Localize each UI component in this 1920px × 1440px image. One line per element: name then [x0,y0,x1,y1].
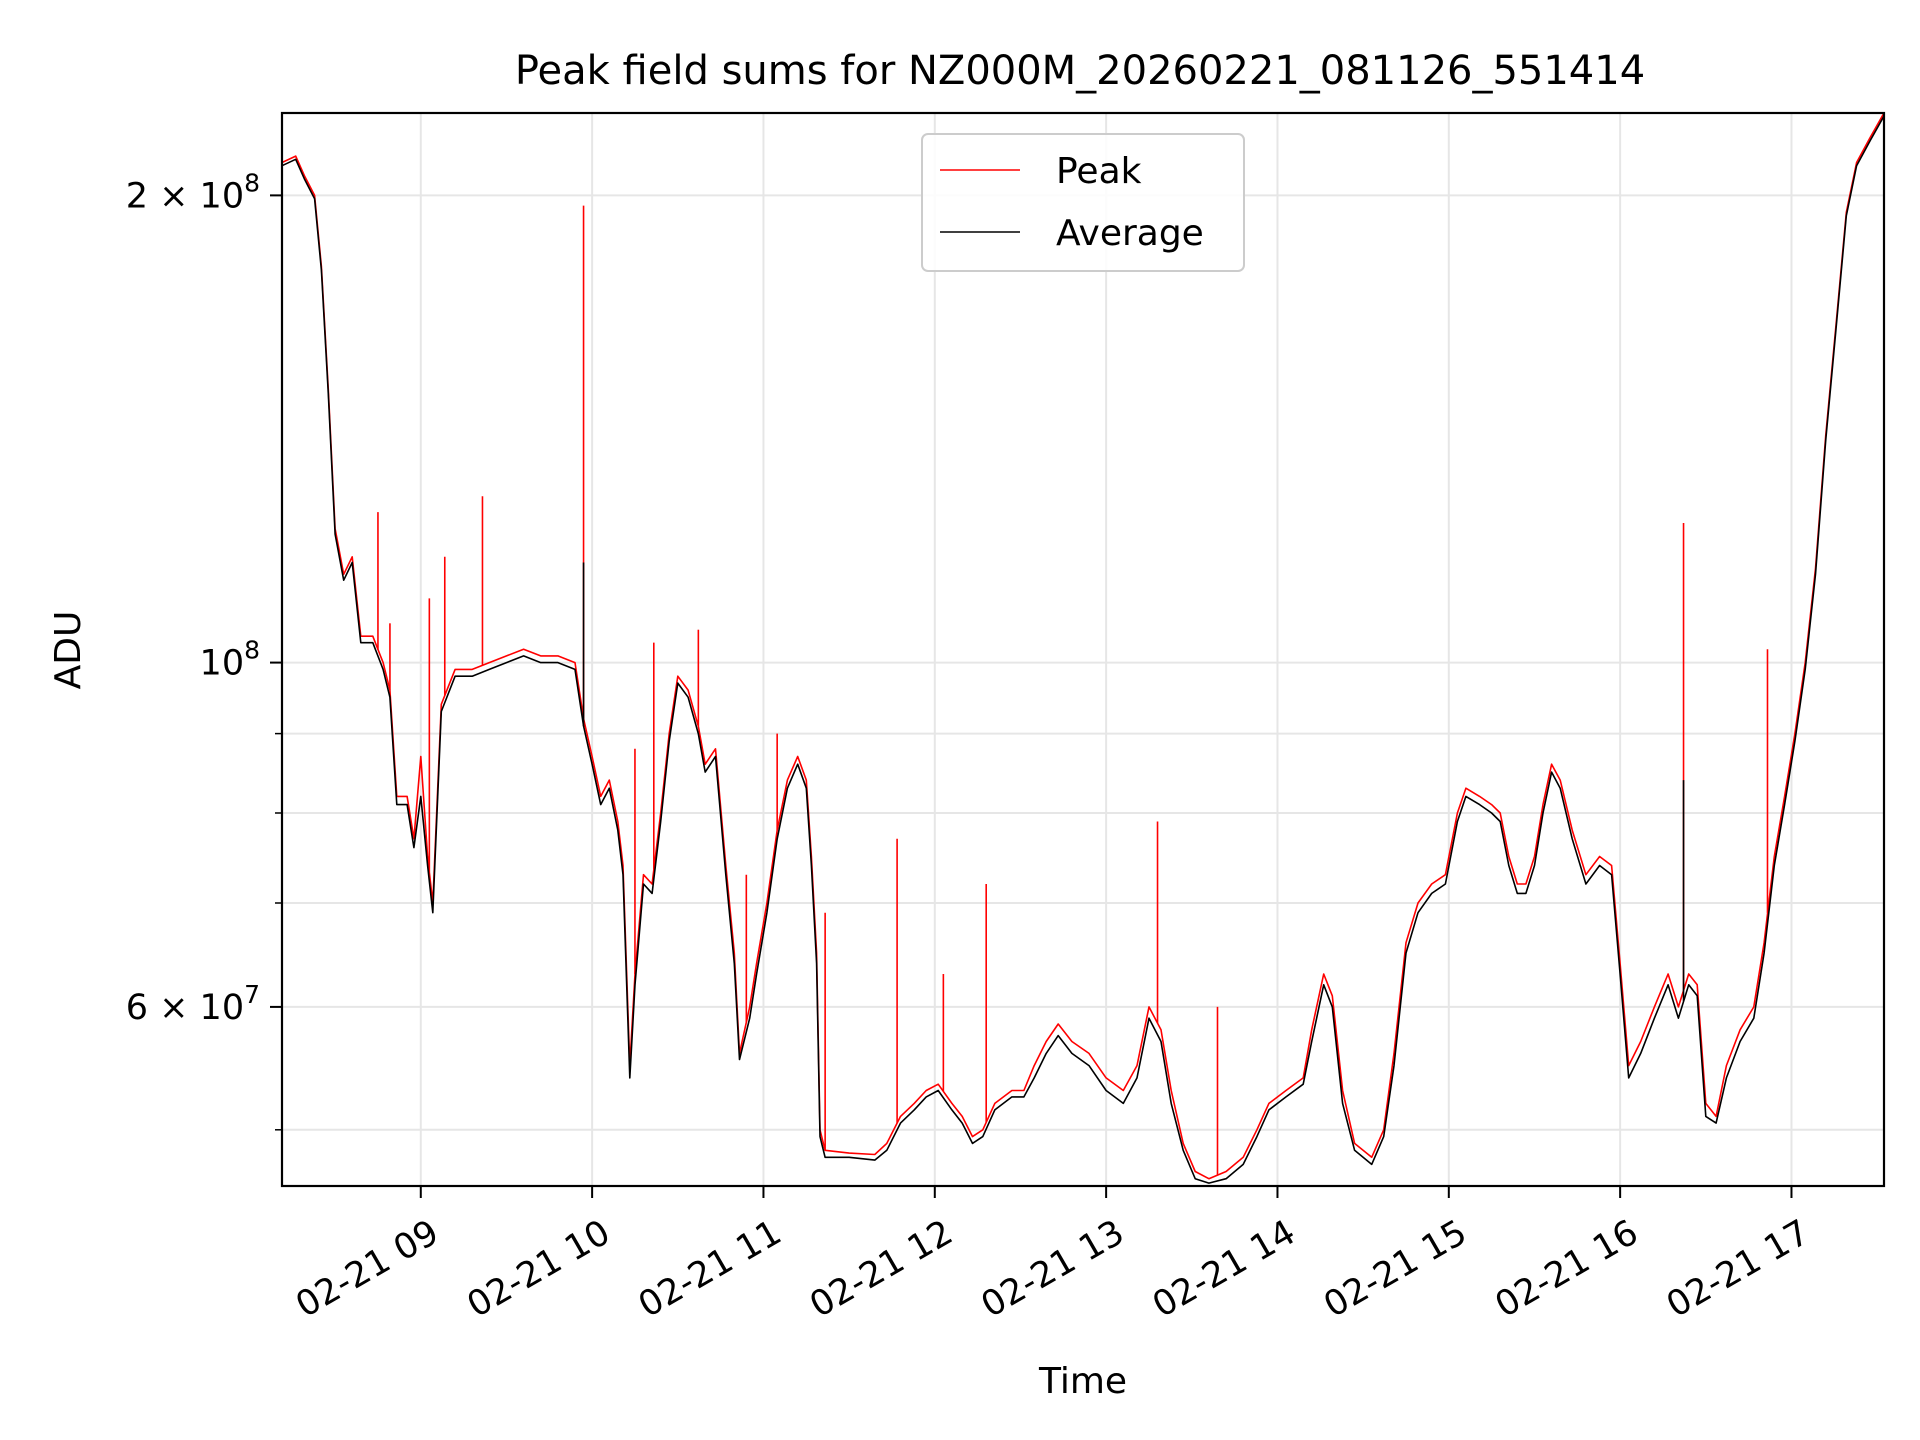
y-tick-label: 108 [200,636,260,684]
y-tick-label: 2 × 108 [126,168,260,216]
average-line [282,115,1884,1184]
chart-title: Peak field sums for NZ000M_20260221_0811… [515,48,1645,94]
x-axis-label: Time [1038,1361,1127,1402]
grid-lines [282,113,1884,1186]
series-average [282,115,1884,1184]
legend-average-label: Average [1056,213,1204,254]
legend: Peak Average [921,133,1245,272]
legend-peak-label: Peak [1056,151,1142,192]
y-axis-label: ADU [48,611,89,690]
plot-series [282,113,1884,1184]
plot-area-frame [280,111,1886,1188]
y-tick-label: 6 × 107 [126,980,260,1028]
y-axis: 6 × 107 108 2 × 108 [126,168,282,1131]
legend-box [921,133,1245,272]
series-peak [282,113,1884,1180]
peak-line [282,113,1884,1180]
